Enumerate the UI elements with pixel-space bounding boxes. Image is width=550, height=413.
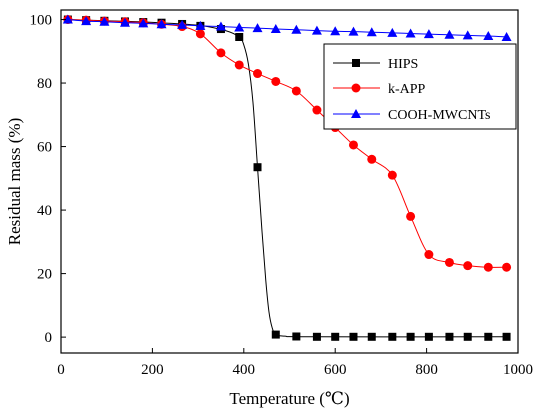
data-point-cooh-mwcnts bbox=[119, 17, 130, 27]
data-point-cooh-mwcnts bbox=[270, 24, 281, 34]
data-point-hips bbox=[367, 332, 376, 341]
data-point-hips bbox=[406, 332, 415, 341]
data-point-hips bbox=[445, 332, 454, 341]
data-point-kapp bbox=[195, 29, 205, 39]
data-point-kapp bbox=[348, 140, 358, 150]
data-point-cooh-mwcnts bbox=[99, 16, 110, 26]
legend-entry-hips: HIPS bbox=[333, 57, 418, 72]
data-point-kapp bbox=[271, 76, 281, 86]
data-point-hips bbox=[271, 330, 280, 339]
data-point-cooh-mwcnts bbox=[81, 16, 92, 26]
x-tick-label: 0 bbox=[57, 362, 65, 378]
y-tick-label: 0 bbox=[45, 330, 53, 346]
data-point-cooh-mwcnts bbox=[366, 27, 377, 37]
data-point-cooh-mwcnts bbox=[330, 26, 341, 36]
legend-entry-cooh-mwcnts: COOH-MWCNTs bbox=[333, 108, 490, 123]
y-tick-label: 80 bbox=[37, 76, 52, 92]
legend-label-hips: HIPS bbox=[388, 57, 418, 72]
data-point-kapp bbox=[216, 48, 226, 58]
data-point-hips bbox=[331, 332, 340, 341]
legend-marker-cooh-mwcnts bbox=[351, 109, 361, 118]
x-tick-label: 200 bbox=[141, 362, 164, 378]
data-point-cooh-mwcnts bbox=[483, 31, 494, 41]
data-point-cooh-mwcnts bbox=[234, 22, 245, 32]
data-point-cooh-mwcnts bbox=[423, 29, 434, 39]
legend-entry-kapp: k-APP bbox=[333, 82, 426, 97]
data-point-cooh-mwcnts bbox=[252, 23, 263, 33]
data-point-kapp bbox=[463, 261, 473, 271]
legend-label-kapp: k-APP bbox=[388, 82, 426, 97]
data-point-kapp bbox=[444, 257, 454, 267]
data-point-cooh-mwcnts bbox=[156, 19, 167, 29]
data-point-kapp bbox=[253, 69, 263, 79]
data-point-cooh-mwcnts bbox=[501, 31, 512, 41]
data-point-cooh-mwcnts bbox=[138, 18, 149, 28]
y-axis: 0 20 40 60 80 100 bbox=[30, 13, 66, 346]
data-point-kapp bbox=[387, 170, 397, 180]
data-point-kapp bbox=[291, 86, 301, 96]
data-point-kapp bbox=[424, 250, 434, 260]
y-tick-label: 40 bbox=[37, 203, 52, 219]
data-point-hips bbox=[312, 332, 321, 341]
x-tick-label: 400 bbox=[233, 362, 256, 378]
x-tick-label: 1000 bbox=[503, 362, 533, 378]
data-point-hips bbox=[502, 332, 511, 341]
data-point-hips bbox=[424, 332, 433, 341]
data-point-cooh-mwcnts bbox=[177, 19, 188, 29]
series-cooh-mwcnts bbox=[62, 14, 512, 41]
data-point-hips bbox=[292, 332, 301, 341]
data-point-cooh-mwcnts bbox=[311, 25, 322, 35]
data-point-kapp bbox=[483, 262, 493, 272]
data-point-cooh-mwcnts bbox=[462, 30, 473, 40]
data-point-cooh-mwcnts bbox=[215, 21, 226, 31]
data-point-hips bbox=[388, 332, 397, 341]
legend-label-cooh-mwcnts: COOH-MWCNTs bbox=[388, 108, 490, 123]
data-point-kapp bbox=[367, 154, 377, 164]
data-point-hips bbox=[349, 332, 358, 341]
legend-marker-kapp bbox=[351, 83, 361, 93]
data-point-hips bbox=[484, 332, 493, 341]
data-point-hips bbox=[253, 163, 262, 172]
x-tick-label: 600 bbox=[324, 362, 347, 378]
data-point-cooh-mwcnts bbox=[195, 20, 206, 30]
data-point-hips bbox=[235, 32, 244, 41]
data-point-kapp bbox=[234, 60, 244, 70]
legend: HIPS k-APP COOH-MWCNTs bbox=[323, 43, 517, 130]
data-point-cooh-mwcnts bbox=[387, 27, 398, 37]
x-axis: 0 200 400 600 800 1000 bbox=[57, 348, 533, 378]
y-tick-label: 60 bbox=[37, 140, 52, 156]
data-point-kapp bbox=[406, 211, 416, 221]
y-tick-label: 20 bbox=[37, 267, 52, 283]
data-point-cooh-mwcnts bbox=[405, 28, 416, 38]
data-point-hips bbox=[463, 332, 472, 341]
plot-content bbox=[62, 14, 512, 341]
x-tick-label: 800 bbox=[415, 362, 438, 378]
data-point-kapp bbox=[312, 105, 322, 115]
data-point-cooh-mwcnts bbox=[291, 24, 302, 34]
y-axis-title: Residual mass (%) bbox=[5, 118, 24, 245]
legend-marker-hips bbox=[352, 59, 360, 67]
plot-frame bbox=[60, 9, 519, 354]
y-tick-label: 100 bbox=[30, 13, 53, 29]
data-point-kapp bbox=[502, 262, 512, 272]
data-point-cooh-mwcnts bbox=[348, 26, 359, 36]
data-point-cooh-mwcnts bbox=[444, 29, 455, 39]
data-point-cooh-mwcnts bbox=[62, 14, 73, 24]
x-axis-title: Temperature (℃) bbox=[229, 389, 349, 408]
